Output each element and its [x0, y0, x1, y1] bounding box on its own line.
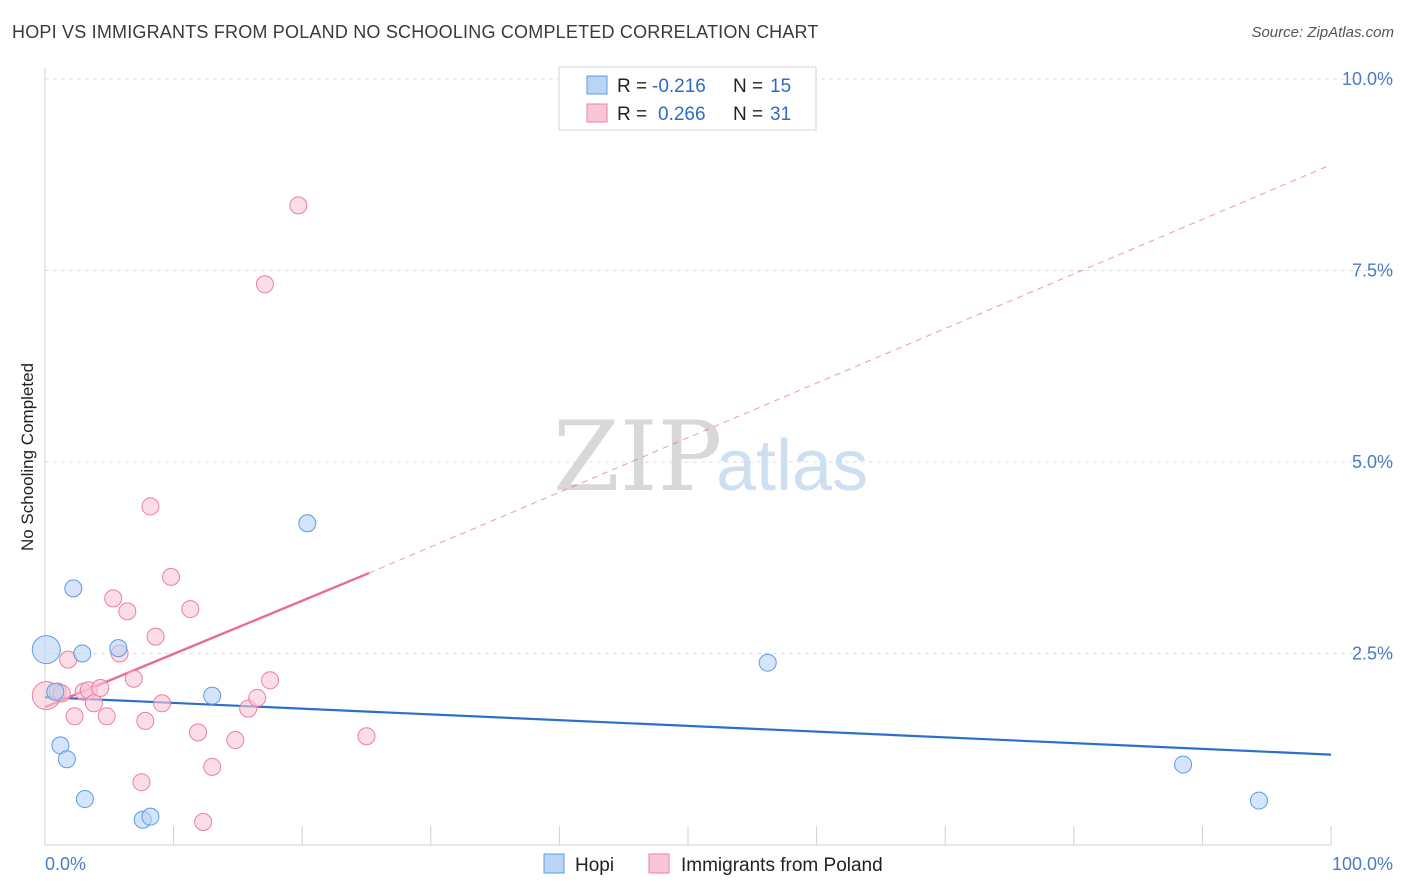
hopi-point	[73, 644, 92, 663]
bottom-legend-swatch-hopi	[543, 853, 565, 874]
hopi-point	[298, 514, 317, 533]
legend-box: R = -0.216 N = 15 R = 0.266 N = 31	[558, 66, 817, 131]
hopi-trend-line	[44, 696, 1332, 756]
tick-labels: 2.5% 5.0% 7.5% 10.0% 0.0% 100.0%	[45, 69, 1393, 874]
chart-title: HOPI VS IMMIGRANTS FROM POLAND NO SCHOOL…	[12, 22, 819, 42]
poland-trend-extension	[368, 164, 1332, 574]
hopi-point	[109, 639, 128, 658]
legend-n-value-hopi: 15	[770, 76, 791, 97]
poland-point	[136, 711, 155, 730]
poland-point	[162, 567, 181, 586]
hopi-point	[64, 579, 83, 598]
hopi-point	[31, 635, 61, 665]
hopi-point	[141, 807, 160, 826]
y-tick-label: 5.0%	[1352, 452, 1393, 472]
poland-point	[91, 678, 110, 697]
bottom-legend: Hopi Immigrants from Poland	[543, 853, 883, 876]
y-tick-label: 2.5%	[1352, 644, 1393, 664]
gridlines	[45, 78, 1393, 654]
legend-r-label-poland: R =	[617, 104, 647, 125]
poland-point	[153, 694, 172, 713]
legend-n-label-hopi: N =	[733, 76, 763, 97]
hopi-point	[1249, 791, 1268, 810]
hopi-point	[203, 686, 222, 705]
poland-point	[203, 757, 222, 776]
hopi-point	[46, 682, 65, 701]
legend-r-value-poland: 0.266	[658, 104, 706, 125]
legend-swatch-hopi	[586, 75, 608, 95]
x-tick-label: 0.0%	[45, 854, 86, 874]
poland-point	[189, 723, 208, 742]
hopi-point	[1174, 755, 1193, 774]
poland-point	[124, 669, 143, 688]
poland-point	[132, 773, 151, 792]
hopi-point	[57, 750, 76, 769]
y-axis-label: No Schooling Completed	[18, 363, 37, 551]
hopi-point	[758, 653, 777, 672]
y-tick-label: 10.0%	[1342, 69, 1393, 89]
poland-point	[146, 627, 165, 646]
poland-point	[97, 707, 116, 726]
data-points	[31, 196, 1268, 832]
source-label: Source: ZipAtlas.com	[1251, 24, 1394, 41]
watermark-zip: ZIP	[553, 401, 722, 513]
poland-point	[248, 688, 267, 707]
poland-point	[289, 196, 308, 215]
legend-n-value-poland: 31	[770, 104, 791, 125]
poland-point	[181, 600, 200, 619]
poland-point	[357, 727, 376, 746]
hopi-point	[75, 790, 94, 809]
bottom-legend-hopi: Hopi	[575, 855, 614, 876]
poland-point	[104, 589, 123, 608]
poland-point	[226, 731, 245, 750]
x-tick-label: 100.0%	[1332, 854, 1393, 874]
bottom-legend-poland: Immigrants from Poland	[681, 855, 883, 876]
axes	[44, 68, 1332, 846]
poland-point	[141, 497, 160, 516]
poland-point	[118, 602, 137, 621]
poland-point	[65, 707, 84, 726]
poland-point	[194, 813, 213, 832]
bottom-legend-swatch-poland	[648, 853, 670, 874]
poland-point	[84, 694, 103, 713]
poland-point	[255, 275, 274, 294]
legend-swatch-poland	[586, 103, 608, 123]
legend-r-value-hopi: -0.216	[652, 76, 706, 97]
legend-r-label-hopi: R =	[617, 76, 647, 97]
watermark-atlas: atlas	[716, 426, 868, 506]
poland-point	[261, 671, 280, 690]
y-tick-label: 7.5%	[1352, 261, 1393, 281]
legend-n-label-poland: N =	[733, 104, 763, 125]
